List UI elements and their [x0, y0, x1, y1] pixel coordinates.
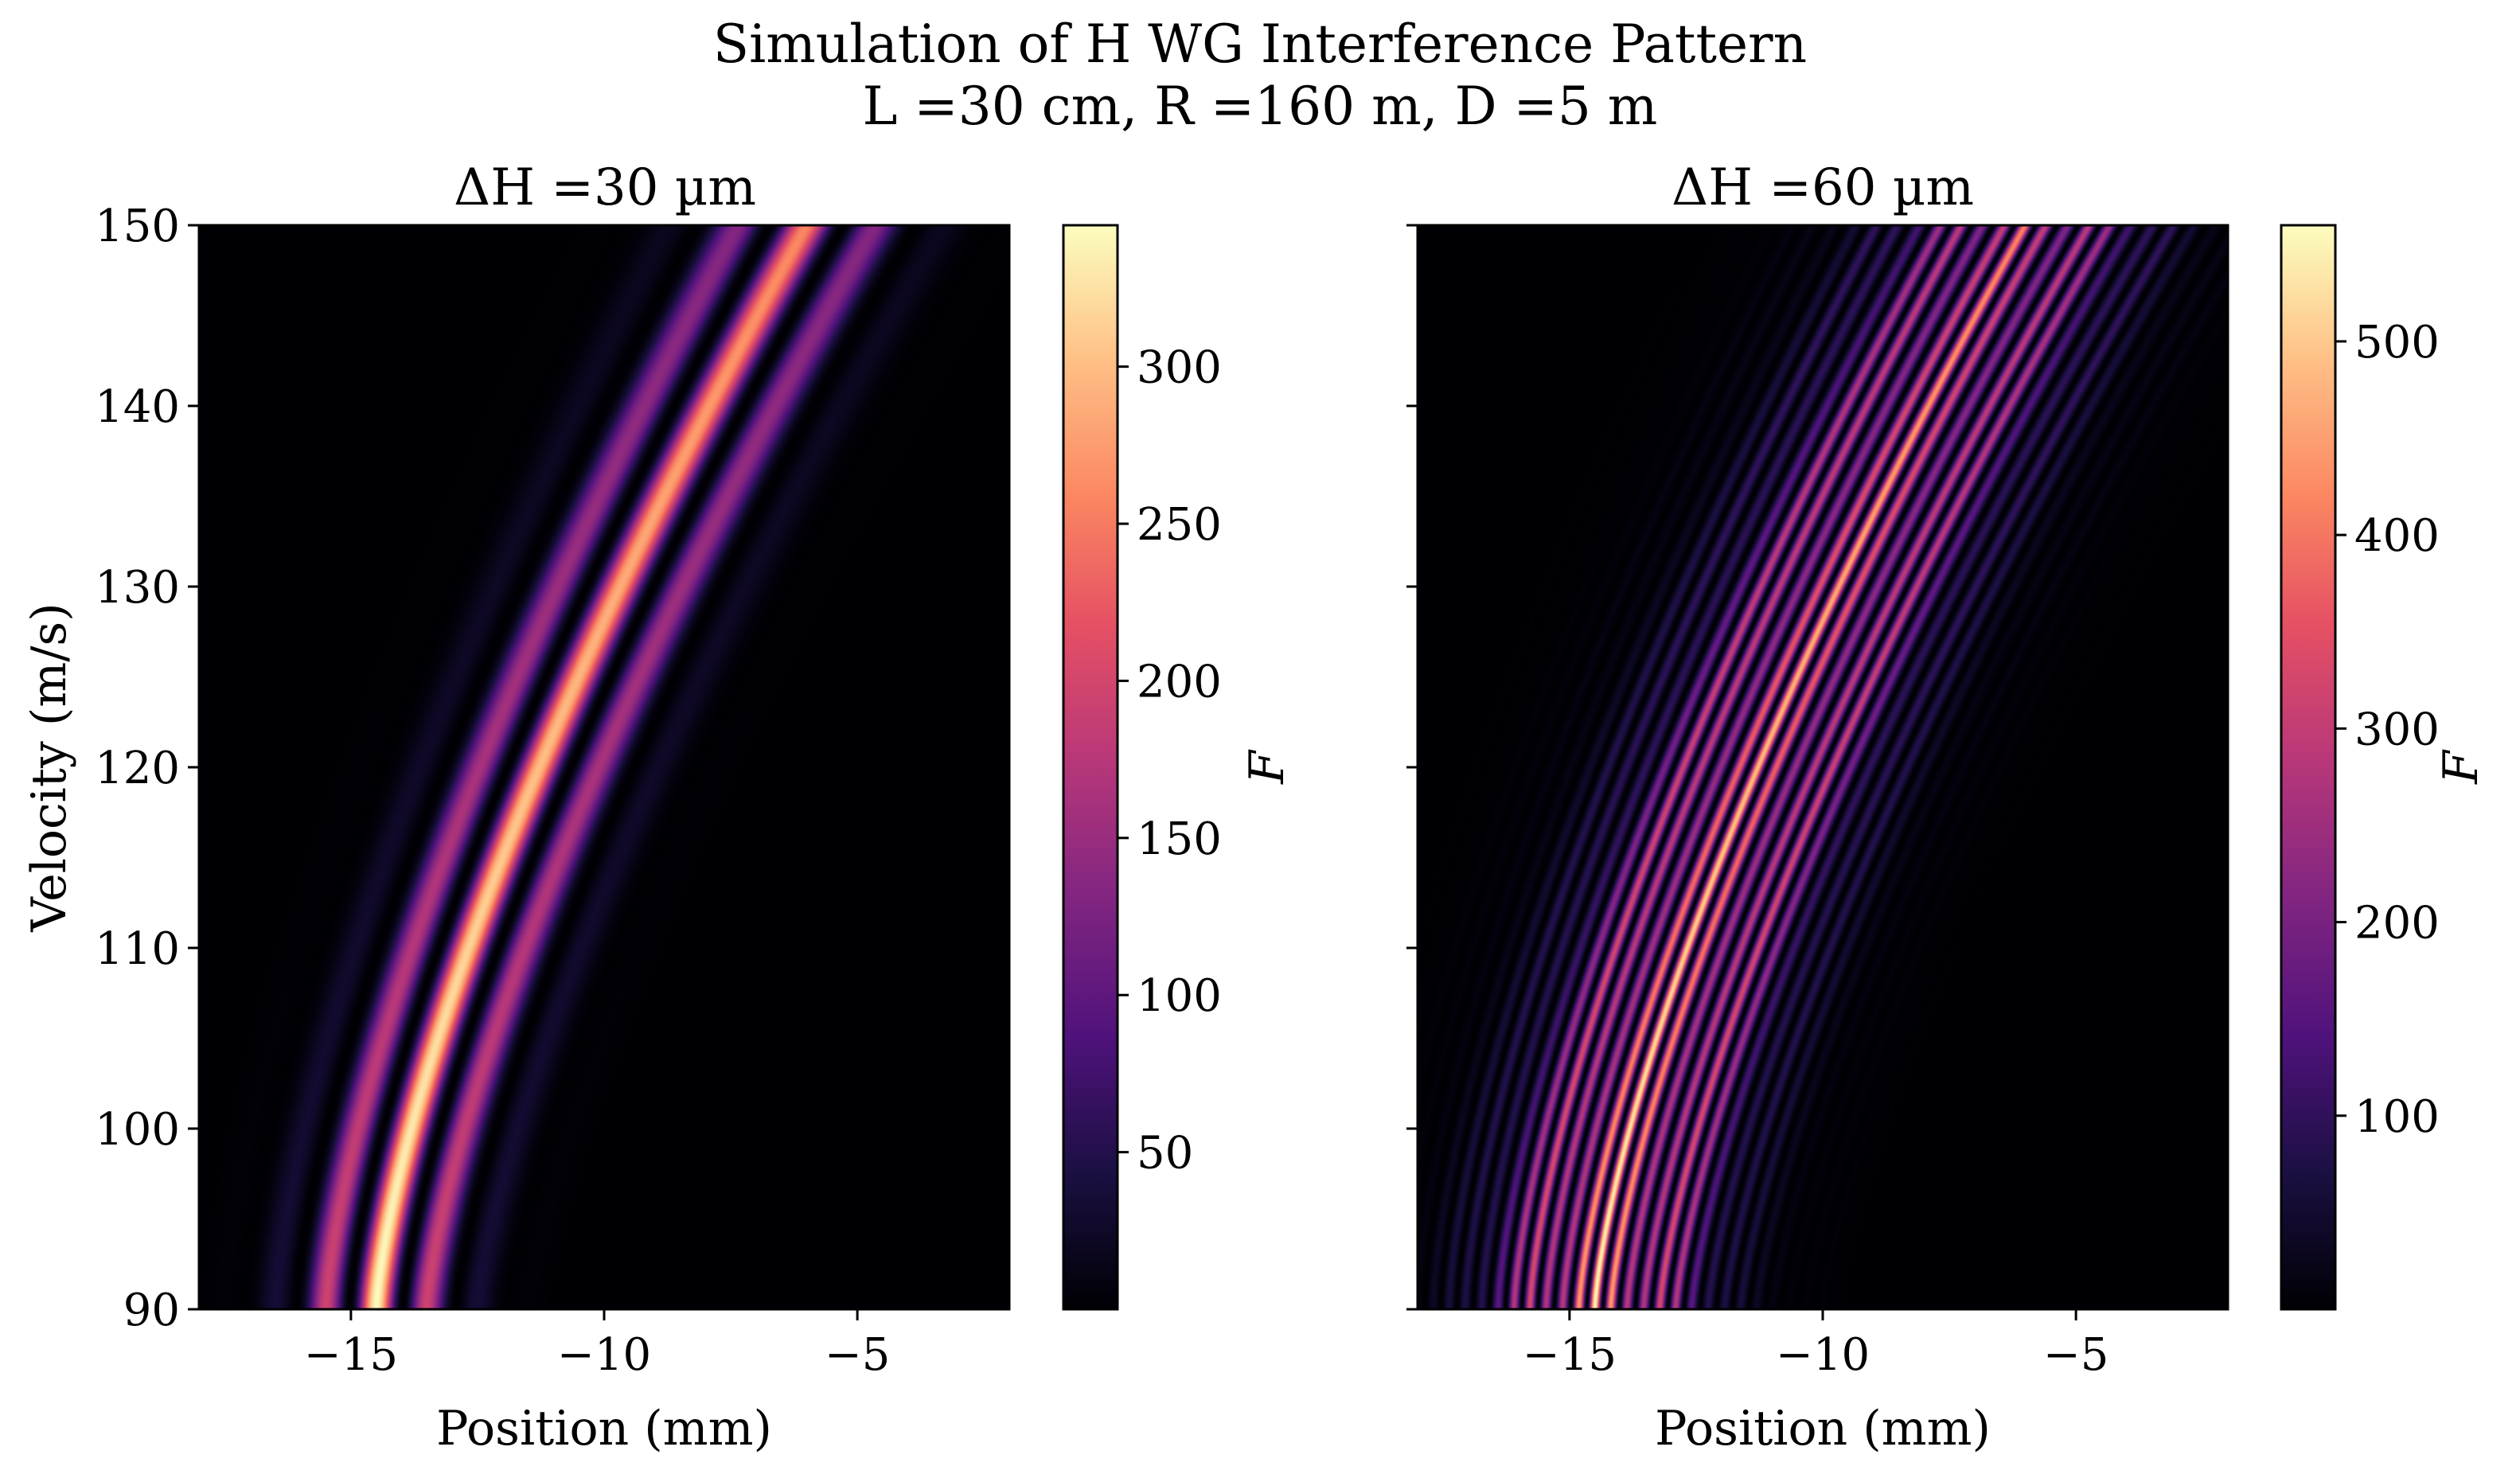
- colorbar-tick-label: 150: [1137, 813, 1222, 865]
- y-tick-label: 130: [95, 562, 180, 614]
- panel-2-axes: −15 −10 −5: [1406, 224, 2109, 1381]
- colorbar-tick-label: 250: [1137, 499, 1222, 551]
- x-tick-label: −15: [304, 1329, 398, 1381]
- panel-1-xlabel: Position (mm): [436, 1401, 772, 1457]
- panel-2-colorbar: [2280, 224, 2337, 1311]
- panel-1-axes: −15 −10 −5 90 100 110 120 130 140 150: [95, 201, 890, 1381]
- x-tick-label: −10: [557, 1329, 651, 1381]
- colorbar-tick-label: 400: [2354, 510, 2440, 562]
- colorbar-tick-label: 200: [1137, 656, 1222, 708]
- panel-1-colorbar-label: F: [1239, 749, 1295, 785]
- panel-1-colorbar: [1062, 224, 1119, 1311]
- colorbar-tick-label: 500: [2354, 317, 2440, 369]
- colorbar-tick-label: 300: [2354, 704, 2440, 755]
- panel-2-heatmap: [1418, 225, 2228, 1309]
- panel-1-title: ΔH =30 µm: [454, 158, 756, 217]
- x-tick-label: −15: [1523, 1329, 1617, 1381]
- panel-1: ΔH =30 µm −15 −10 −5 90 100 110 120 130 140 150 P…: [21, 158, 1295, 1457]
- colorbar-tick-label: 100: [2354, 1091, 2440, 1143]
- panel-2-colorbar-label: F: [2433, 749, 2489, 785]
- y-tick-label: 150: [95, 201, 180, 252]
- figure-title: Simulation of H WG Interference Pattern: [713, 14, 1807, 75]
- colorbar-tick-label: 300: [1137, 342, 1222, 394]
- colorbar-tick-label: 200: [2354, 898, 2440, 950]
- figure-subtitle: L =30 cm, R =160 m, D =5 m: [863, 76, 1658, 137]
- x-tick-label: −5: [2043, 1329, 2109, 1381]
- panel-1-heatmap: [199, 225, 1009, 1309]
- y-tick-label: 120: [95, 743, 180, 794]
- x-tick-label: −5: [825, 1329, 891, 1381]
- colorbar-tick-label: 50: [1137, 1128, 1193, 1180]
- y-tick-label: 100: [95, 1104, 180, 1156]
- panel-1-colorbar-ticks: 50 100 150 200 250 300: [1118, 342, 1222, 1180]
- x-tick-label: −10: [1776, 1329, 1870, 1381]
- panel-2-xlabel: Position (mm): [1655, 1401, 1991, 1457]
- y-tick-label: 90: [123, 1285, 180, 1336]
- y-tick-label: 140: [95, 381, 180, 433]
- panel-2-colorbar-ticks: 100 200 300 400 500: [2335, 317, 2440, 1143]
- colorbar-tick-label: 100: [1137, 970, 1222, 1022]
- panel-2: ΔH =60 µm −15 −10 −5 Position (mm) 100 200 3…: [1406, 158, 2489, 1457]
- panel-2-title: ΔH =60 µm: [1672, 158, 1974, 217]
- panel-1-ylabel: Velocity (m/s): [21, 603, 77, 932]
- y-tick-label: 110: [95, 923, 180, 975]
